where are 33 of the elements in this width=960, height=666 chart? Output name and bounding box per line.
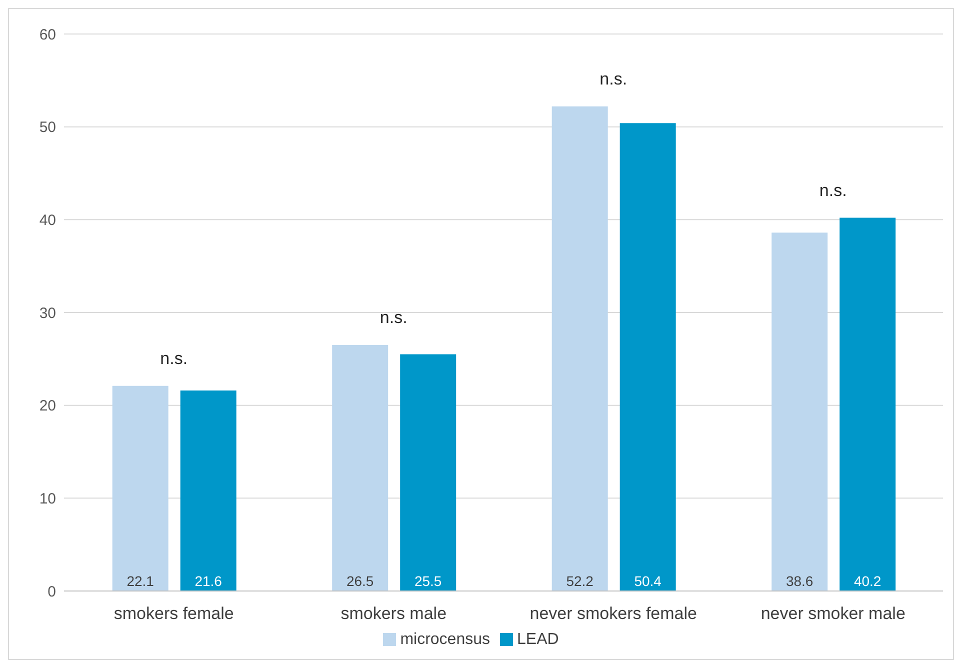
x-tick-label: smokers female	[114, 604, 234, 624]
data-label: 21.6	[194, 573, 222, 589]
y-tick-label: 60	[39, 26, 56, 44]
annotation: n.s.	[600, 69, 628, 88]
bar	[180, 390, 236, 591]
data-label: 50.4	[634, 573, 662, 589]
data-label: 38.6	[786, 573, 814, 589]
data-label: 22.1	[126, 573, 154, 589]
y-tick-label: 30	[39, 304, 56, 322]
data-label: 52.2	[566, 573, 594, 589]
bar	[112, 386, 168, 591]
data-label: 40.2	[854, 573, 882, 589]
y-tick-label: 40	[39, 212, 56, 229]
x-tick-label: smokers male	[340, 604, 447, 624]
x-tick-label: never smoker male	[760, 604, 906, 624]
bar	[552, 106, 608, 591]
y-tick-label: 10	[39, 490, 56, 508]
data-label: 25.5	[414, 573, 442, 589]
data-label: 26.5	[346, 573, 374, 589]
x-tick-label: never smokers female	[530, 604, 697, 624]
annotation: n.s.	[160, 348, 188, 368]
y-tick-label: 20	[39, 398, 56, 415]
bar	[400, 354, 456, 591]
annotation: n.s.	[380, 308, 408, 327]
bar	[620, 123, 676, 591]
annotation: n.s.	[819, 180, 847, 200]
legend-label: LEAD	[517, 631, 559, 648]
y-tick-label: 50	[39, 119, 56, 136]
y-tick-label: 0	[48, 583, 56, 600]
legend-label: microcensus	[400, 631, 490, 648]
bar	[332, 344, 388, 591]
bar	[772, 232, 828, 591]
bar	[840, 218, 896, 591]
